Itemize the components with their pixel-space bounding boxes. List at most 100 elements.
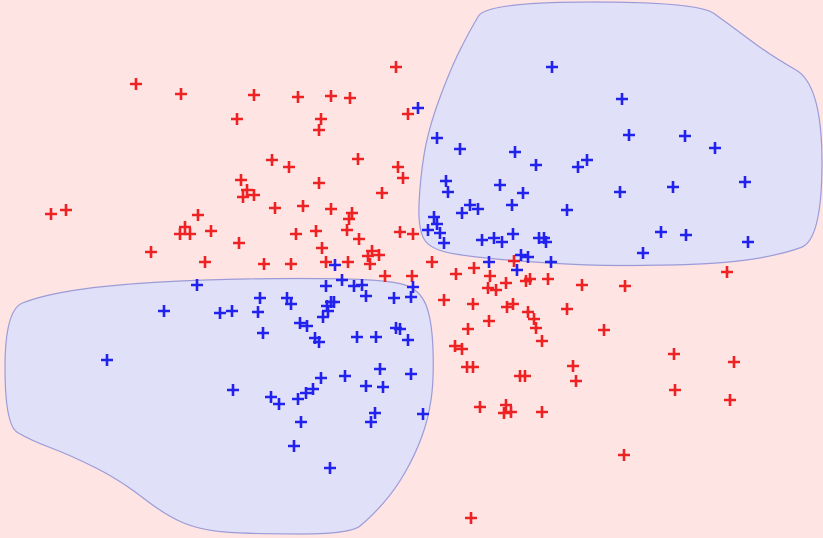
point-red-7 xyxy=(390,61,402,73)
point-red-64 xyxy=(524,273,536,285)
point-red-54 xyxy=(406,270,418,282)
point-red-75 xyxy=(536,335,548,347)
point-blue-43 xyxy=(680,229,692,241)
point-blue-44 xyxy=(742,236,754,248)
point-blue-26 xyxy=(431,218,443,230)
point-red-48 xyxy=(364,258,376,270)
point-blue-20 xyxy=(506,199,518,211)
point-blue-55 xyxy=(226,305,238,317)
point-blue-96 xyxy=(324,462,336,474)
point-red-5 xyxy=(325,90,337,102)
point-red-44 xyxy=(373,249,385,261)
point-blue-47 xyxy=(336,274,348,286)
point-red-22 xyxy=(297,200,309,212)
point-red-1 xyxy=(130,78,142,90)
point-blue-69 xyxy=(388,292,400,304)
point-blue-41 xyxy=(637,247,649,259)
point-blue-3 xyxy=(412,102,424,114)
point-blue-46 xyxy=(329,259,341,271)
point-blue-18 xyxy=(494,179,506,191)
point-blue-73 xyxy=(370,331,382,343)
point-red-80 xyxy=(598,324,610,336)
point-blue-6 xyxy=(509,146,521,158)
point-blue-94 xyxy=(417,408,429,420)
point-red-52 xyxy=(199,256,211,268)
point-red-98 xyxy=(724,394,736,406)
point-red-12 xyxy=(266,154,278,166)
point-blue-66 xyxy=(325,296,337,308)
point-blue-30 xyxy=(476,234,488,246)
point-blue-68 xyxy=(301,320,313,332)
point-red-36 xyxy=(145,246,157,258)
point-blue-12 xyxy=(709,142,721,154)
point-blue-48 xyxy=(320,280,332,292)
point-red-53 xyxy=(379,270,391,282)
point-red-59 xyxy=(482,282,494,294)
point-red-11 xyxy=(313,124,325,136)
point-blue-7 xyxy=(530,159,542,171)
point-blue-27 xyxy=(434,227,446,239)
point-red-88 xyxy=(570,375,582,387)
point-blue-67 xyxy=(294,317,306,329)
point-red-16 xyxy=(397,172,409,184)
point-blue-22 xyxy=(456,207,468,219)
point-blue-87 xyxy=(339,370,351,382)
point-red-89 xyxy=(474,401,486,413)
point-blue-75 xyxy=(394,323,406,335)
point-red-9 xyxy=(231,113,243,125)
point-blue-54 xyxy=(214,307,226,319)
point-blue-45 xyxy=(545,256,557,268)
point-blue-36 xyxy=(540,236,552,248)
point-blue-31 xyxy=(488,232,500,244)
point-red-24 xyxy=(376,187,388,199)
point-red-55 xyxy=(426,256,438,268)
point-red-33 xyxy=(205,225,217,237)
point-red-37 xyxy=(290,228,302,240)
point-red-25 xyxy=(325,203,337,215)
point-blue-29 xyxy=(422,224,434,236)
point-red-65 xyxy=(542,273,554,285)
decision-regions xyxy=(4,1,823,535)
point-blue-9 xyxy=(581,154,593,166)
point-blue-84 xyxy=(307,383,319,395)
point-blue-16 xyxy=(440,175,452,187)
decision-region-blue-2 xyxy=(418,1,823,267)
point-red-94 xyxy=(618,449,630,461)
point-red-84 xyxy=(467,361,479,373)
point-red-34 xyxy=(233,237,245,249)
point-red-97 xyxy=(669,384,681,396)
point-red-81 xyxy=(449,340,461,352)
point-red-72 xyxy=(522,306,534,318)
point-red-79 xyxy=(721,266,733,278)
point-red-29 xyxy=(192,209,204,221)
point-red-21 xyxy=(269,202,281,214)
point-red-3 xyxy=(248,89,260,101)
point-red-23 xyxy=(313,177,325,189)
point-red-57 xyxy=(468,262,480,274)
point-red-28 xyxy=(60,204,72,216)
point-blue-59 xyxy=(252,306,264,318)
point-red-74 xyxy=(528,313,540,325)
point-red-14 xyxy=(352,153,364,165)
point-red-71 xyxy=(507,298,519,310)
point-red-35 xyxy=(258,258,270,270)
point-red-27 xyxy=(45,208,57,220)
point-red-58 xyxy=(484,270,496,282)
point-blue-11 xyxy=(679,130,691,142)
point-red-10 xyxy=(315,113,327,125)
point-blue-85 xyxy=(315,372,327,384)
point-red-61 xyxy=(500,277,512,289)
point-blue-32 xyxy=(496,236,508,248)
point-blue-42 xyxy=(655,226,667,238)
point-red-99 xyxy=(465,512,477,524)
point-blue-92 xyxy=(369,407,381,419)
point-red-20 xyxy=(237,191,249,203)
point-red-62 xyxy=(508,255,520,267)
point-red-46 xyxy=(407,228,419,240)
point-red-47 xyxy=(362,250,374,262)
point-blue-40 xyxy=(511,264,523,276)
point-red-82 xyxy=(456,343,468,355)
point-red-93 xyxy=(536,406,548,418)
point-blue-4 xyxy=(431,132,443,144)
